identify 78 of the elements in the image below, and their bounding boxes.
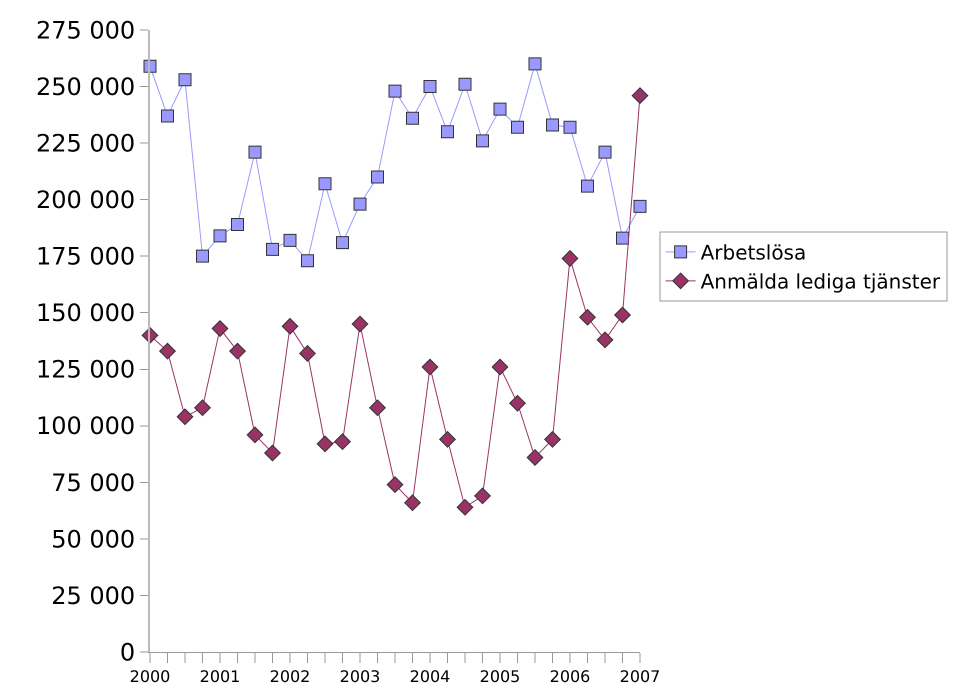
legend-label: Anmälda lediga tjänster [700, 270, 941, 294]
point [476, 134, 489, 148]
point [369, 399, 386, 416]
point [212, 320, 228, 337]
point [456, 498, 474, 516]
point [441, 125, 454, 138]
y-tick-label: 25 000 [51, 582, 136, 610]
x-tick-label: 2002 [270, 667, 310, 686]
point [352, 316, 368, 332]
y-tick-label: 250 000 [36, 72, 136, 101]
point [544, 431, 561, 448]
point [266, 242, 279, 256]
y-tick-label: 275 000 [36, 16, 136, 44]
point [562, 250, 578, 267]
legend-label: Arbetslösa [700, 240, 806, 265]
point [614, 306, 631, 324]
y-tick-label: 50 000 [51, 525, 136, 554]
point [509, 394, 526, 412]
point [581, 180, 594, 193]
point [406, 112, 419, 125]
point [336, 236, 349, 250]
y-tick-label: 75 000 [51, 468, 136, 497]
point [229, 342, 246, 360]
y-tick-label: 125 000 [36, 356, 136, 384]
x-tick-label: 2000 [130, 667, 170, 686]
point [404, 494, 421, 512]
point [511, 120, 524, 134]
point [248, 146, 262, 159]
point [546, 118, 559, 132]
x-tick-label: 2004 [410, 667, 450, 686]
point [371, 170, 384, 184]
point [474, 488, 491, 504]
y-tick-label: 175 000 [36, 242, 136, 271]
point [196, 250, 209, 263]
point [282, 318, 298, 335]
point [424, 80, 436, 94]
point [316, 436, 334, 452]
x-tick-label: 2005 [480, 667, 520, 686]
point [634, 200, 646, 213]
point [616, 232, 629, 245]
point [161, 109, 174, 122]
point [299, 345, 316, 362]
point [301, 254, 314, 268]
point [354, 198, 366, 211]
point [178, 73, 192, 86]
point [246, 426, 264, 444]
point [284, 234, 296, 247]
y-tick-label: 0 [120, 638, 136, 666]
point [528, 57, 542, 70]
y-tick-label: 100 000 [36, 412, 136, 440]
point [632, 87, 648, 104]
x-tick-label: 2003 [340, 667, 380, 686]
point [176, 408, 194, 426]
point [596, 332, 614, 348]
point [388, 84, 402, 98]
point [214, 229, 226, 242]
point [422, 358, 438, 376]
point [231, 218, 244, 232]
x-tick-label: 2007 [620, 667, 660, 686]
point [564, 120, 576, 134]
point [318, 177, 332, 190]
point [494, 102, 506, 116]
x-tick-label: 2006 [550, 667, 590, 686]
point [159, 342, 176, 360]
point [264, 444, 281, 462]
y-tick-label: 225 000 [36, 129, 136, 158]
point [492, 358, 508, 376]
x-tick-label: 2001 [200, 667, 240, 686]
point [194, 399, 211, 416]
point [458, 78, 472, 91]
point [579, 308, 596, 326]
point [439, 431, 456, 448]
y-tick-label: 200 000 [36, 186, 136, 214]
point [334, 433, 351, 450]
y-tick-label: 150 000 [36, 299, 136, 328]
point [526, 449, 544, 466]
point [598, 146, 612, 159]
point [386, 476, 404, 493]
